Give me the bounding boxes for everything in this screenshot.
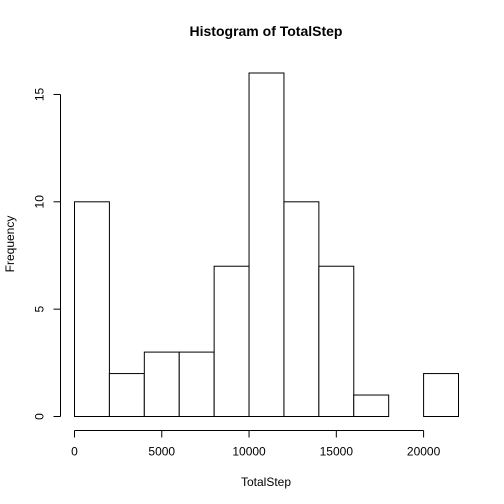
y-tick-label: 15 xyxy=(33,87,47,101)
histogram-bar xyxy=(74,201,110,417)
histogram-bar xyxy=(213,265,250,417)
histogram-bar xyxy=(143,351,180,417)
x-axis-label: TotalStep xyxy=(241,475,291,489)
histogram-bar xyxy=(283,201,320,417)
x-tick-label: 5000 xyxy=(148,445,175,459)
y-axis-label: Frequency xyxy=(3,216,17,273)
histogram-bar xyxy=(353,394,390,417)
x-tick-label: 0 xyxy=(71,445,78,459)
x-tick-label: 10000 xyxy=(232,445,266,459)
chart-title: Histogram of TotalStep xyxy=(190,23,343,39)
histogram-bar xyxy=(248,72,285,417)
histogram-bar xyxy=(318,265,355,417)
x-tick-label: 20000 xyxy=(407,445,441,459)
y-tick-label: 0 xyxy=(33,413,47,420)
histogram-bar xyxy=(423,373,460,417)
x-axis: 0 5000 10000 15000 20000 xyxy=(71,430,441,459)
x-tick-label: 15000 xyxy=(320,445,354,459)
histogram-bar xyxy=(108,373,145,417)
bars-group xyxy=(74,72,460,417)
y-axis: 0 5 10 15 xyxy=(33,87,61,420)
histogram-bar xyxy=(178,351,215,417)
y-tick-label: 10 xyxy=(33,195,47,209)
y-tick-label: 5 xyxy=(33,306,47,313)
